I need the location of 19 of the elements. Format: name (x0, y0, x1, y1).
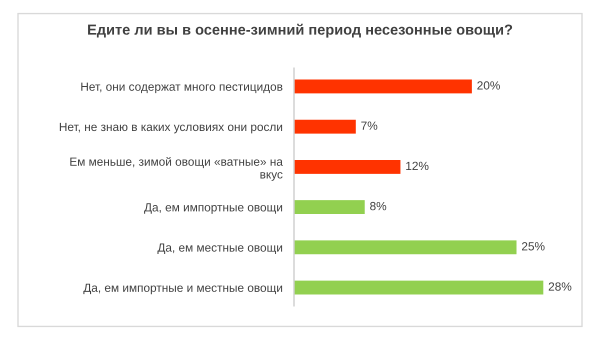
data-label: 8% (370, 202, 386, 210)
bar (294, 118, 358, 136)
bar (294, 238, 518, 256)
data-label: 28% (548, 282, 572, 291)
data-label: 25% (522, 242, 545, 250)
y-tick-label: Да, ем импортные и местные овощи (83, 284, 282, 294)
bar (294, 279, 545, 296)
y-tick-label: Нет, они содержат много пестицидов (81, 82, 282, 94)
bar (294, 198, 366, 216)
y-tick-label: Да, ем импортные овощи (144, 203, 282, 214)
y-tick-label: Да, ем местные овощи (157, 243, 282, 254)
chart-title: Едите ли вы в осенне-зимний период несезонные овощи? (88, 24, 512, 38)
y-tick-label: Ем меньше, зимой овощи «ватные» на вкус (70, 156, 283, 181)
y-tick-label: Нет, не знаю в каких условиях они росли (60, 122, 282, 134)
data-label: 7% (361, 122, 378, 130)
bar (294, 78, 474, 95)
data-label: 20% (477, 81, 500, 90)
data-label: 12% (406, 162, 429, 170)
bar (294, 158, 402, 176)
